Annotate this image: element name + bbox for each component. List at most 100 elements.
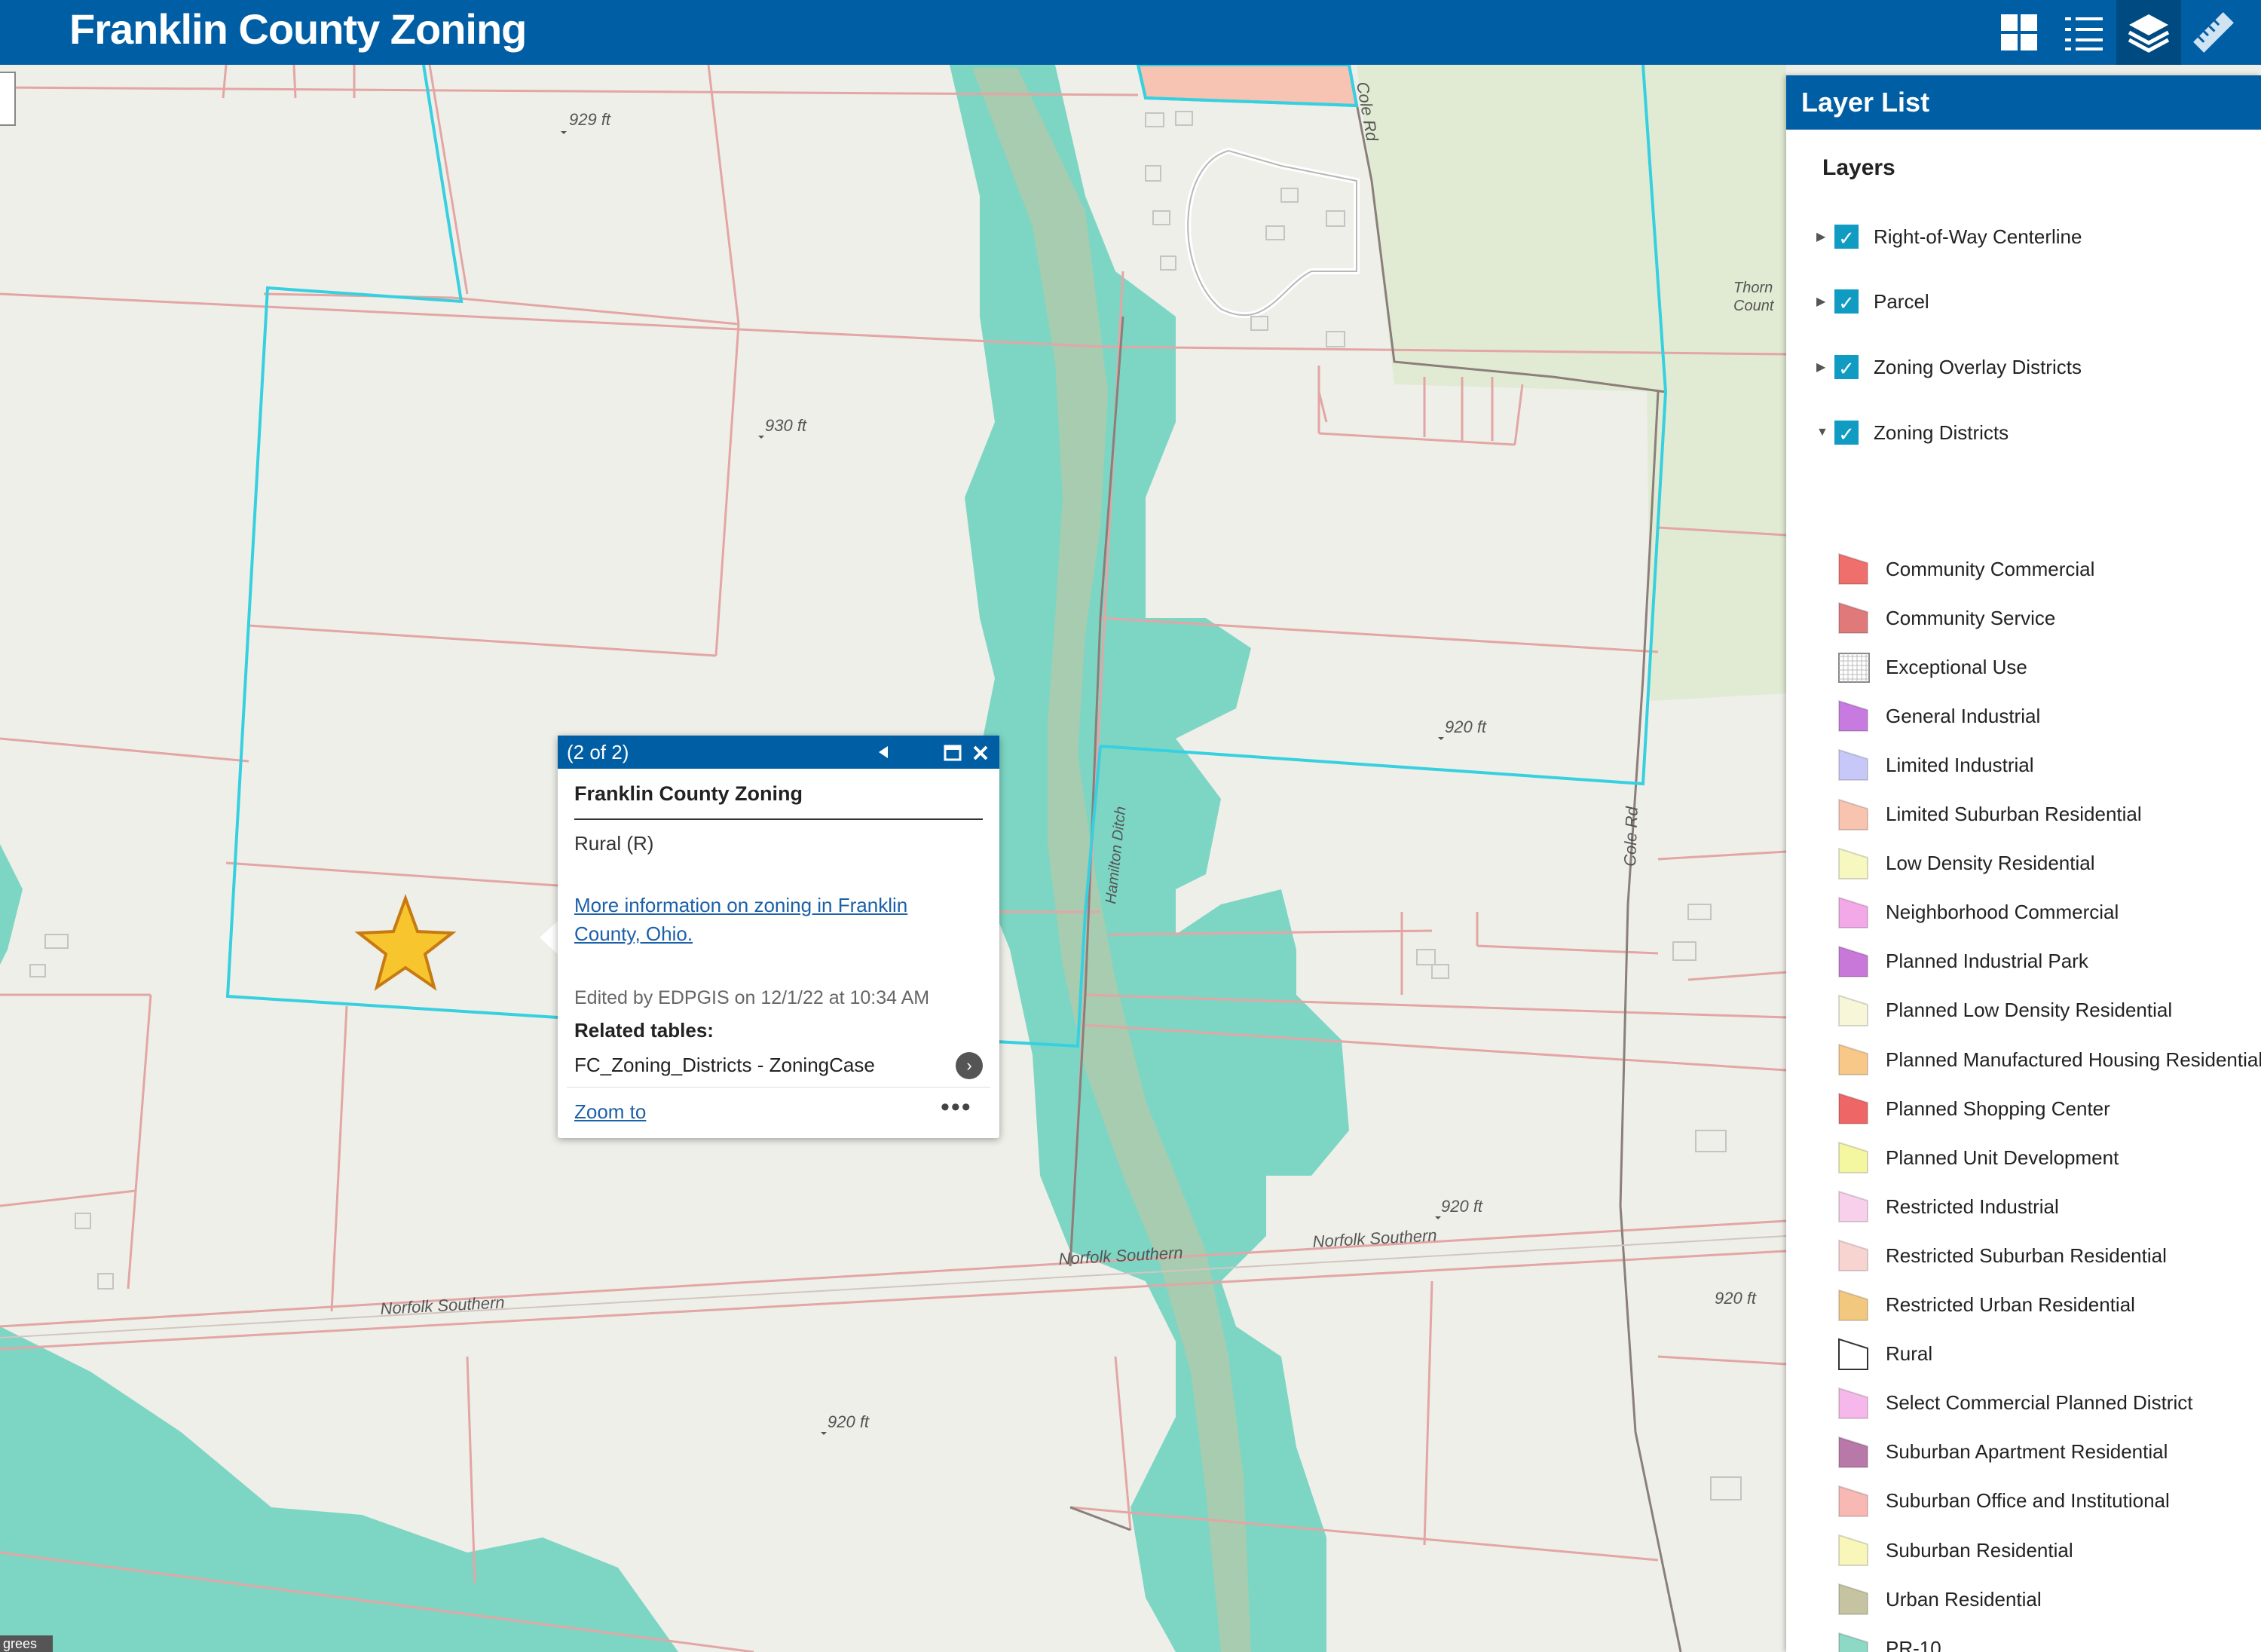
legend-swatch-icon [1838,1141,1868,1174]
related-table-link[interactable]: FC_Zoning_Districts - ZoningCase [574,1054,875,1076]
legend-label: Low Density Residential [1886,852,2095,875]
feature-popup[interactable]: (2 of 2) Franklin County Zoning Rural (R… [558,736,999,1138]
legend-label: Limited Industrial [1886,753,2034,776]
flood-zone-pr10 [0,1326,678,1652]
layer-row-zoning-overlay[interactable]: ▶ ✓ Zoning Overlay Districts [1816,352,2082,382]
layer-row-zoning-districts[interactable]: ▼ ✓ Zoning Districts [1816,418,2009,448]
layer-row-parcel[interactable]: ▶ ✓ Parcel [1816,286,1929,317]
legend-label: Urban Residential [1886,1587,2042,1611]
legend-label: Restricted Suburban Residential [1886,1244,2167,1267]
measure-button[interactable] [2181,0,2246,65]
legend-swatch-icon [1838,749,1868,782]
elevation-label: 920 ft [1445,717,1487,736]
park-area [1643,65,1786,701]
legend-swatch-icon [1838,994,1868,1026]
legend-item: Planned Shopping Center [1837,1091,2110,1126]
checkbox-checked-icon[interactable]: ✓ [1834,421,1859,445]
popup-related-heading: Related tables: [574,1019,714,1042]
legend-item: Rural [1837,1337,1932,1372]
legend-label: Rural [1886,1342,1933,1366]
legend-label: General Industrial [1886,704,2041,727]
caret-right-icon[interactable]: ▶ [1816,295,1826,308]
legend-item: Select Commercial Planned District [1837,1386,2192,1421]
popup-title: Franklin County Zoning [574,782,803,805]
checkbox-checked-icon[interactable]: ✓ [1834,289,1859,314]
app-title: Franklin County Zoning [69,5,527,53]
legend-label: Exceptional Use [1886,655,2027,678]
flood-zone-pr10 [0,844,23,965]
park-area [1357,65,1658,392]
chevron-right-icon[interactable]: › [956,1052,983,1079]
layer-list-button[interactable] [2116,0,2181,65]
elevation-label: 929 ft [569,110,611,129]
caret-right-icon[interactable]: ▶ [1816,361,1826,374]
legend-swatch-icon [1838,798,1868,831]
zoning-info-link[interactable]: More information on zoning in Franklin C… [574,894,908,945]
legend-swatch-icon [1838,1289,1868,1321]
popup-pointer [540,921,558,954]
popup-footer-divider [567,1087,990,1088]
basemap-gallery-button[interactable] [1987,0,2051,65]
legend-label: Select Commercial Planned District [1886,1391,2193,1415]
legend-item: Limited Suburban Residential [1837,797,2142,832]
layer-label: Zoning Districts [1874,421,2009,444]
legend-swatch-icon [1838,1583,1868,1616]
legend-item: Limited Industrial [1837,748,2034,782]
layers-icon [2128,14,2170,53]
layer-list-title: Layer List [1786,75,2261,130]
legend-label: Planned Low Density Residential [1886,999,2173,1022]
legend-item: Exceptional Use [1837,650,2027,684]
legend-item: Suburban Apartment Residential [1837,1435,2168,1470]
zoning-district-outline [225,65,1668,1048]
legend-item: Planned Manufactured Housing Residential [1837,1042,2261,1077]
more-options-icon[interactable]: ••• [941,1093,972,1121]
checkbox-checked-icon[interactable]: ✓ [1834,355,1859,380]
legend-item: Restricted Urban Residential [1837,1288,2135,1323]
map-zoom-control[interactable] [0,72,16,126]
legend-label: Restricted Urban Residential [1886,1293,2135,1316]
legend-swatch-icon [1838,1338,1868,1370]
legend-label: Restricted Industrial [1886,1195,2059,1218]
layer-label: Zoning Overlay Districts [1874,355,2082,378]
legend-label: Planned Shopping Center [1886,1097,2110,1120]
legend-swatch-icon [1838,896,1868,928]
place-label: Thorn [1733,280,1773,296]
legend-label: Planned Unit Development [1886,1146,2119,1169]
elevation-label: 930 ft [765,416,807,435]
legend-item: Low Density Residential [1837,846,2094,881]
legend-item: Suburban Office and Institutional [1837,1484,2170,1519]
app-header: Franklin County Zoning [0,0,2261,65]
dock-popup-icon[interactable] [944,745,962,761]
legend-swatch-icon [1838,945,1868,977]
star-marker-icon[interactable] [354,894,457,991]
railroad [0,1235,1787,1338]
map-attribution: grees [0,1635,53,1652]
legend-swatch-icon [1838,653,1870,684]
road-centerlines [1069,65,1682,1652]
legend-item: Neighborhood Commercial [1837,895,2119,930]
zoom-to-button[interactable]: Zoom to [574,1100,647,1123]
layer-row-right-of-way[interactable]: ▶ ✓ Right-of-Way Centerline [1816,222,2082,252]
checkbox-checked-icon[interactable]: ✓ [1834,225,1859,249]
previous-feature-icon[interactable] [876,745,891,760]
legend-button[interactable] [2051,0,2116,65]
legend-label: PR-10 [1886,1636,1941,1652]
legend-swatch-icon [1838,847,1868,880]
ruler-icon [2193,12,2234,53]
caret-right-icon[interactable]: ▶ [1816,231,1826,243]
legend-swatch-icon [1838,601,1868,635]
legend-swatch-icon [1838,1190,1868,1223]
caret-down-icon[interactable]: ▼ [1816,426,1828,439]
flood-zone-pr10 [950,65,1349,1652]
elevation-label: 920 ft [1715,1289,1757,1308]
subdivision-streets-outline [1187,149,1357,317]
legend-item: Community Service [1837,601,2055,635]
close-icon[interactable] [972,745,989,761]
legend-item: Community Commercial [1837,552,2094,586]
list-icon [2065,17,2103,50]
elevation-label: 920 ft [828,1412,870,1431]
legend-label: Planned Industrial Park [1886,950,2088,973]
legend-swatch-icon [1838,1534,1868,1566]
legend-item: Planned Unit Development [1837,1140,2119,1175]
legend-swatch-icon [1838,1240,1868,1272]
